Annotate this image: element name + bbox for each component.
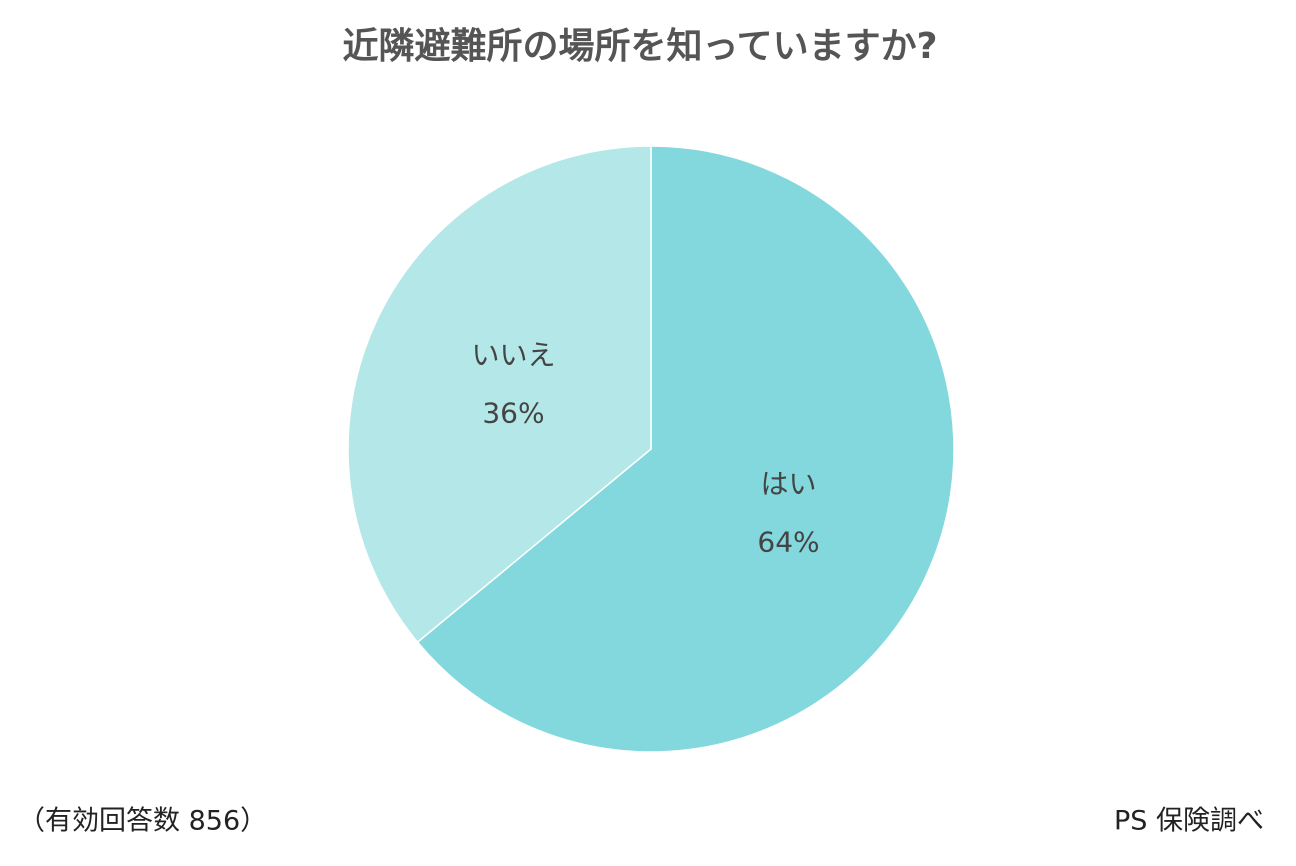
chart-title: 近隣避難所の場所を知っていますか?	[342, 26, 937, 67]
slice-label: いいえ	[471, 338, 555, 371]
slice-label: はい	[761, 468, 817, 501]
pie-slice	[347, 145, 652, 644]
source-note: PS 保険調べ	[1114, 806, 1264, 837]
pie-slice	[416, 145, 955, 753]
sample-note: （有効回答数 856）	[18, 806, 267, 837]
value-label: 36%	[482, 396, 544, 429]
value-label: 64%	[757, 526, 819, 559]
